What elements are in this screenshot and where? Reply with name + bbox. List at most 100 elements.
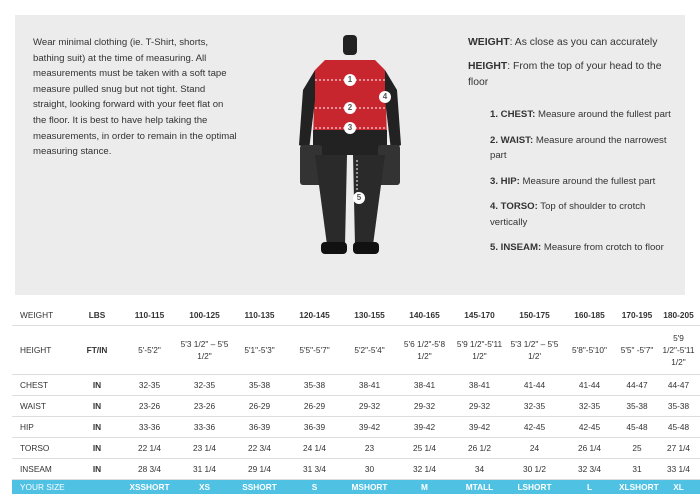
measurement-label: 5. INSEAM: (490, 242, 542, 253)
table-cell: 44-47 (657, 374, 700, 396)
table-cell: FT/IN (72, 325, 122, 375)
table-cell: 32-35 (562, 395, 617, 417)
table-cell: YOUR SIZE (12, 479, 72, 494)
definition: WEIGHT: As close as you can accurately (468, 35, 683, 51)
table-cell: 38-41 (397, 374, 452, 396)
table-cell: SSHORT (232, 479, 287, 494)
measurement-item: 3. HIP: Measure around the fullest part (490, 174, 683, 190)
drysuit-diagram: 1 2 3 4 5 (299, 35, 401, 254)
table-cell: 5'5" -5'7" (617, 325, 657, 375)
table-cell: 24 1/4 (287, 437, 342, 459)
table-cell: 34 (452, 458, 507, 480)
table-cell: IN (72, 416, 122, 438)
table-cell: M (397, 479, 452, 494)
intro-text: Wear minimal clothing (ie. T-Shirt, shor… (33, 37, 237, 158)
table-row: INSEAM IN 28 3/4 31 1/4 29 1/4 31 3/4 30 32 1/4… (12, 458, 700, 480)
table-cell: 26-29 (287, 395, 342, 417)
measurement-item: 4. TORSO: Top of shoulder to crotch vert… (490, 199, 683, 230)
table-cell: 110-135 (232, 305, 287, 326)
table-cell: IN (72, 437, 122, 459)
term: WEIGHT (468, 37, 510, 48)
table-cell: IN (72, 374, 122, 396)
table-cell: 30 1/2 (507, 458, 562, 480)
table-cell: 26 1/2 (452, 437, 507, 459)
table-cell: 23 1/4 (177, 437, 232, 459)
table-cell: 23-26 (122, 395, 177, 417)
table-cell: LBS (72, 305, 122, 326)
table-cell: XL (657, 479, 700, 494)
table-cell: 180-205 (657, 305, 700, 326)
measurement-text: Top of shoulder to crotch vertically (490, 201, 646, 228)
measurement-item: 5. INSEAM: Measure from crotch to floor (490, 240, 683, 256)
table-cell: 160-185 (562, 305, 617, 326)
table-cell: 25 (617, 437, 657, 459)
table-cell: 24 (507, 437, 562, 459)
table-cell: HIP (12, 416, 72, 438)
table-row: HIP IN 33-36 33-36 36-39 36-39 39-42 39-42 39-42… (12, 416, 700, 438)
table-cell: 31 3/4 (287, 458, 342, 480)
table-cell: 36-39 (232, 416, 287, 438)
table-cell: 35-38 (657, 395, 700, 417)
table-cell: 29-32 (342, 395, 397, 417)
table-cell: 150-175 (507, 305, 562, 326)
table-cell: 26 1/4 (562, 437, 617, 459)
measurement-label: 2. WAIST: (490, 134, 534, 146)
table-row: YOUR SIZE XSSHORT XS SSHORT S MSHORT M MTALL LSH… (12, 479, 700, 494)
table-cell: 29-32 (452, 395, 507, 417)
table-cell: XSSHORT (122, 479, 177, 494)
size-table: WEIGHT LBS 110-115 100-125 110-135 120-145 130… (12, 305, 700, 494)
table-cell: 35-38 (232, 374, 287, 396)
table-cell: WAIST (12, 395, 72, 417)
table-cell: HEIGHT (12, 325, 72, 375)
table-cell: XLSHORT (617, 479, 659, 494)
table-cell: 32-35 (507, 395, 562, 417)
table-cell: LSHORT (507, 479, 562, 494)
definition: HEIGHT: From the top of your head to the… (468, 59, 683, 91)
measurement-item: 1. CHEST: Measure around the fullest par… (490, 107, 683, 123)
table-cell: 30 (342, 458, 397, 480)
measurement-text: Measure around the fullest part (519, 175, 656, 187)
table-cell: CHEST (12, 374, 72, 396)
table-cell: MSHORT (342, 479, 397, 494)
table-cell: 5'5"-5'7" (287, 325, 342, 375)
table-cell: 5'3 1/2" – 5'5 1/2' (507, 325, 562, 375)
marker: 1 (348, 75, 353, 84)
table-cell: 33-36 (177, 416, 232, 438)
table-cell: 170-195 (617, 305, 657, 326)
table-cell: 33 1/4 (657, 458, 700, 480)
table-cell: 45-48 (657, 416, 700, 438)
table-cell (72, 479, 122, 494)
table-cell: 42-45 (507, 416, 562, 438)
table-cell: 5'9 1/2"-5'11 1/2" (657, 325, 700, 375)
table-cell: 23 (342, 437, 397, 459)
table-cell: WEIGHT (12, 305, 72, 326)
table-cell: 22 1/4 (122, 437, 177, 459)
table-cell: 5'3 1/2" – 5'5 1/2" (177, 325, 232, 375)
table-cell: TORSO (12, 437, 72, 459)
table-cell: 22 3/4 (232, 437, 287, 459)
definition-text: : As close as you can accurately (509, 37, 658, 48)
table-cell: 26-29 (232, 395, 287, 417)
marker: 5 (357, 193, 362, 202)
table-cell: 44-47 (617, 374, 657, 396)
instructions: WEIGHT: As close as you can accurately H… (468, 35, 683, 266)
table-cell: 32 1/4 (397, 458, 452, 480)
table-cell: 42-45 (562, 416, 617, 438)
measurement-label: 3. HIP: (490, 175, 520, 187)
marker: 4 (383, 92, 388, 101)
table-cell: 36-39 (287, 416, 342, 438)
measurement-list: 1. CHEST: Measure around the fullest par… (490, 107, 683, 256)
table-cell: 41-44 (507, 374, 562, 396)
table-cell: 5'6 1/2"-5'8 1/2" (397, 325, 452, 375)
measurement-text: Measure around the fullest part (535, 109, 671, 120)
table-cell: 38-41 (342, 374, 397, 396)
table-cell: 130-155 (342, 305, 397, 326)
table-row: HEIGHT FT/IN 5'-5'2" 5'3 1/2" – 5'5 1/2" 5'1… (12, 325, 700, 375)
table-cell: 5'2"-5'4" (342, 325, 397, 375)
table-cell: L (562, 479, 617, 494)
table-cell: 32-35 (122, 374, 177, 396)
table-row: TORSO IN 22 1/4 23 1/4 22 3/4 24 1/4 23 25 1/4 2… (12, 437, 700, 459)
table-row: WEIGHT LBS 110-115 100-125 110-135 120-145 130… (12, 305, 700, 326)
table-cell: 33-36 (122, 416, 177, 438)
